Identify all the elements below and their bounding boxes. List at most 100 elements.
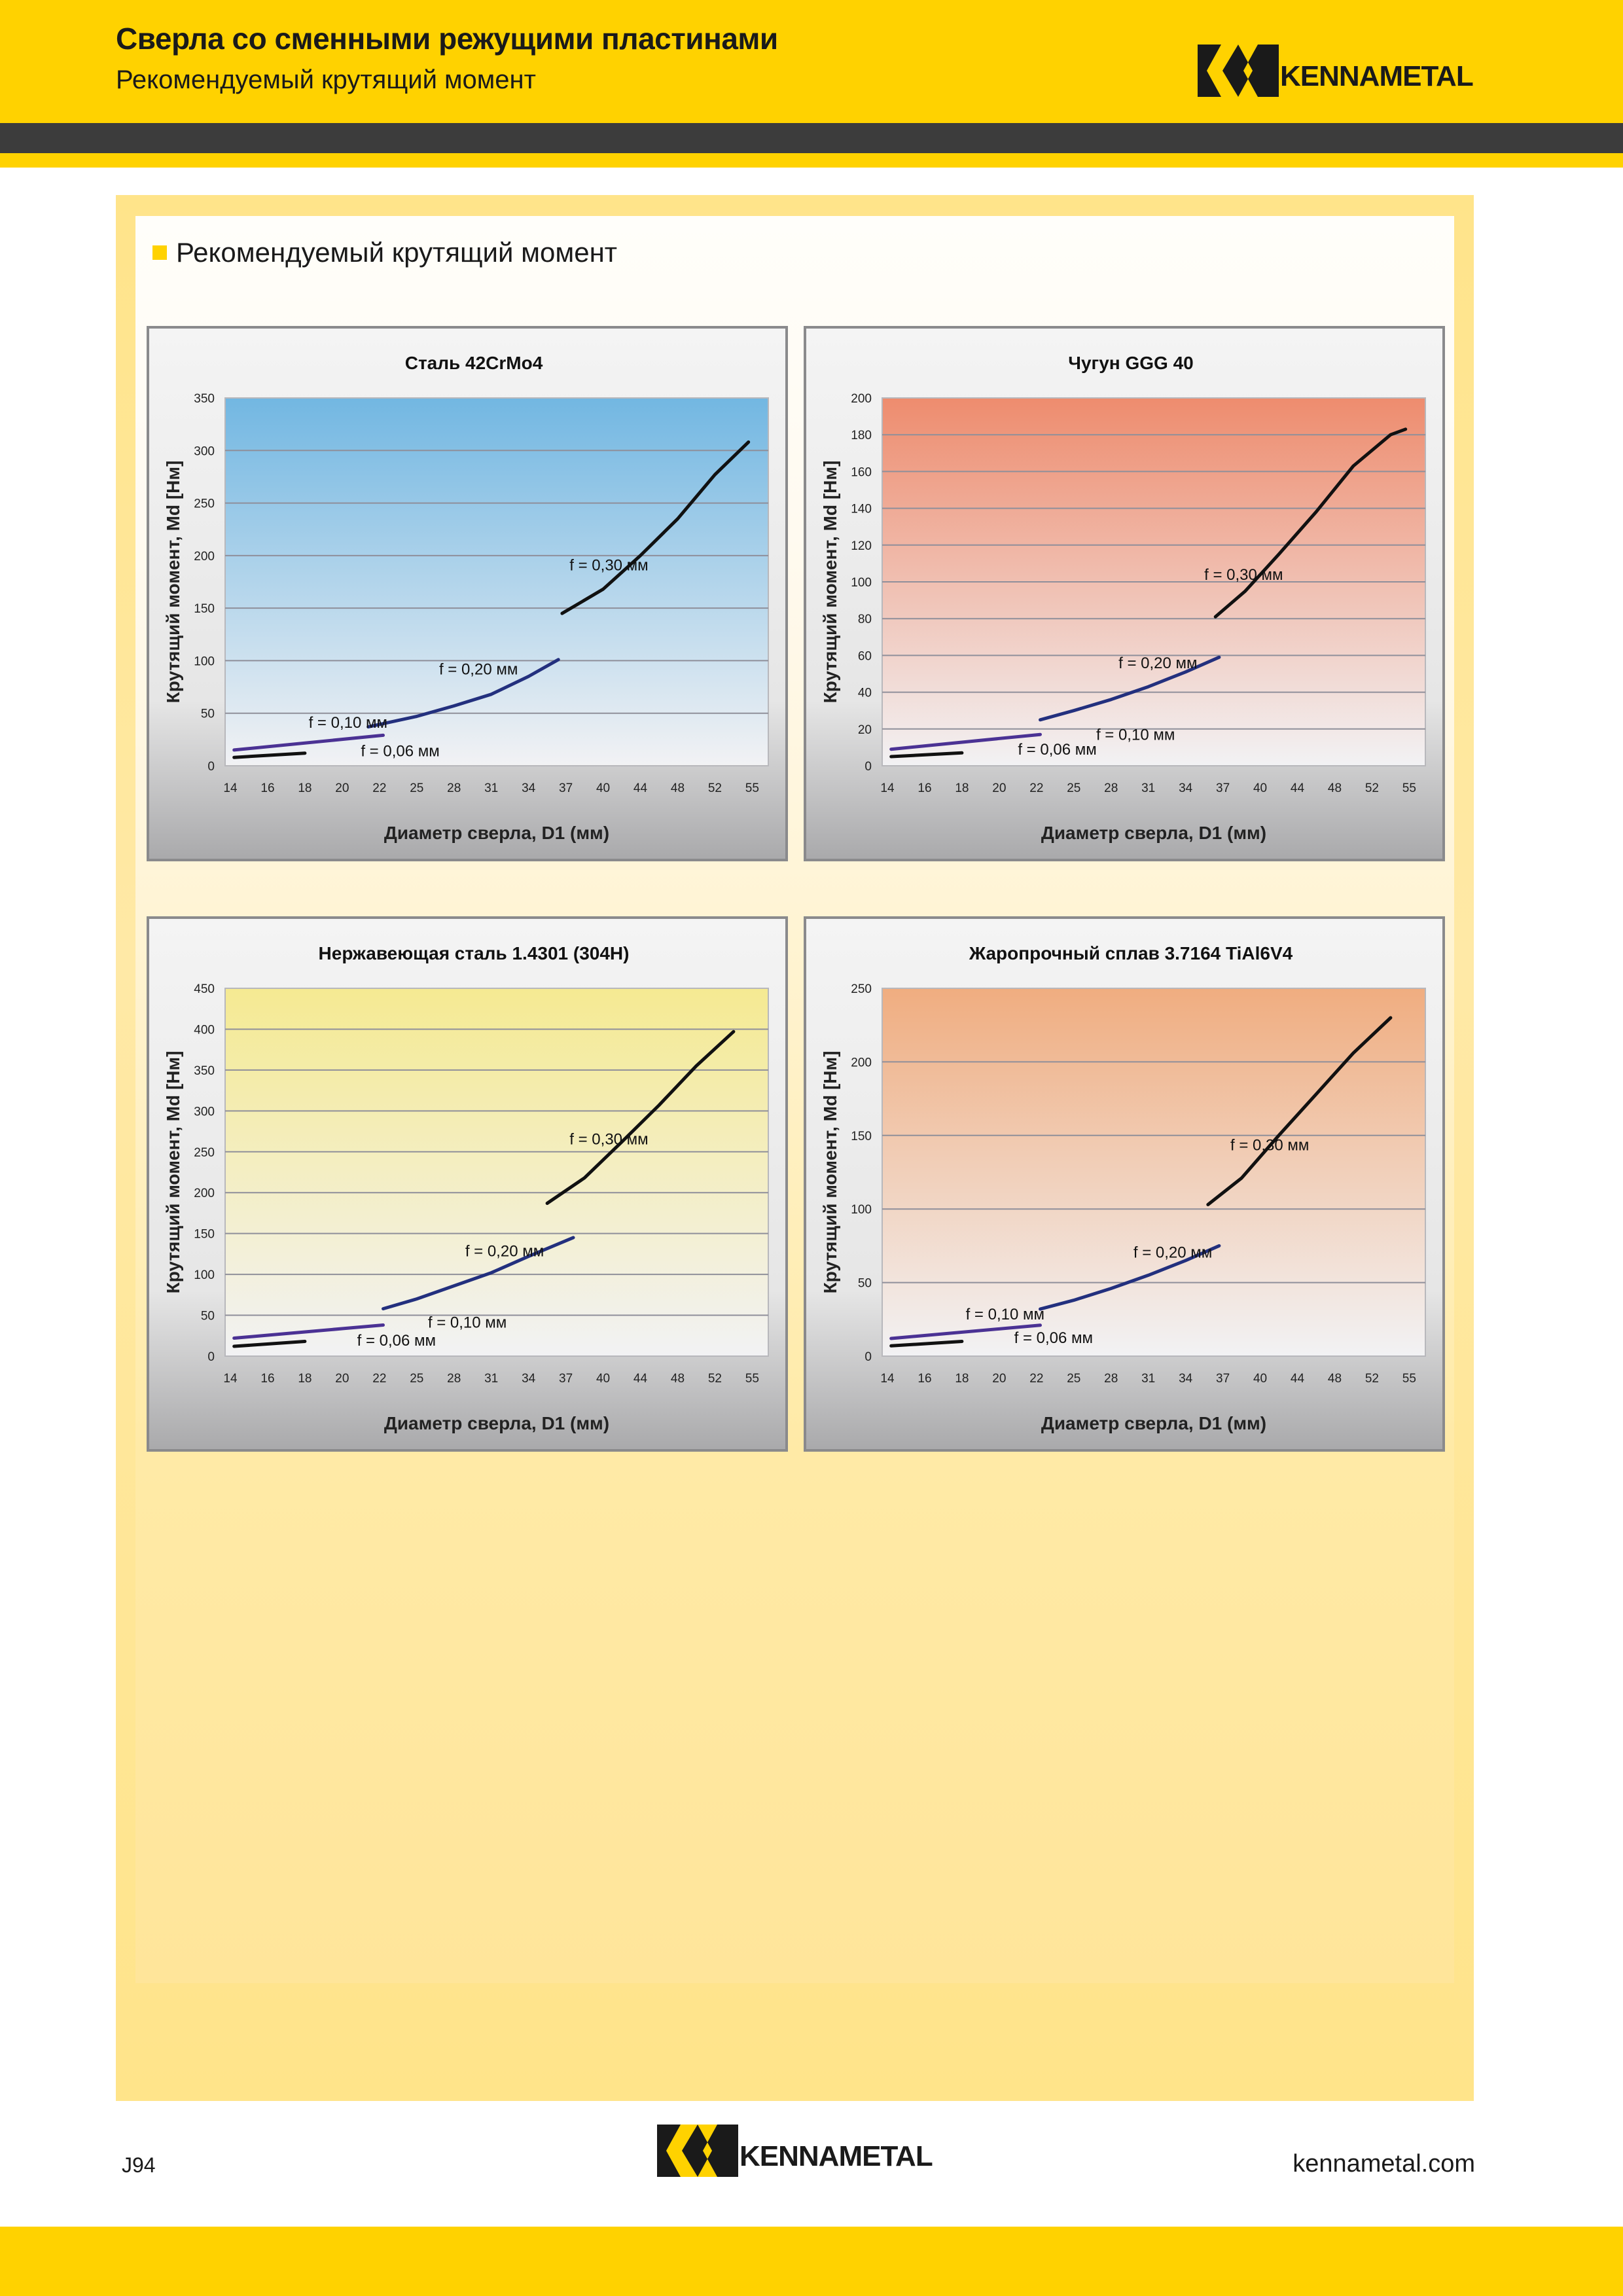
x-tick-label: 52 (1365, 781, 1379, 795)
y-tick-label: 250 (194, 1146, 215, 1160)
x-tick-label: 25 (1067, 1372, 1080, 1386)
x-tick-label: 52 (1365, 1372, 1379, 1386)
x-tick-label: 18 (298, 781, 312, 795)
x-tick-label: 48 (671, 781, 685, 795)
x-tick-label: 37 (1216, 1372, 1230, 1386)
x-tick-label: 37 (1216, 781, 1230, 795)
x-tick-label: 31 (1141, 781, 1155, 795)
y-axis-label: Крутящий момент, Md [Нм] (820, 461, 840, 704)
series-label: f = 0,30 мм (569, 556, 648, 574)
y-tick-label: 150 (851, 1130, 872, 1143)
series-line (1039, 1244, 1221, 1311)
header-yellow-stripe (0, 153, 1623, 168)
series-label: f = 0,10 мм (309, 714, 387, 732)
series-line (232, 733, 385, 752)
y-tick-label: 100 (851, 576, 872, 590)
series-label: f = 0,30 мм (569, 1131, 648, 1149)
logo-wordmark: KENNAMETAL (1280, 60, 1474, 92)
page-subtitle: Рекомендуемый крутящий момент (116, 65, 536, 94)
y-tick-label: 200 (194, 550, 215, 564)
footer-bar (0, 2227, 1623, 2296)
y-tick-label: 250 (194, 497, 215, 511)
series-label: f = 0,06 мм (361, 743, 439, 761)
x-tick-label: 14 (223, 781, 238, 795)
x-tick-label: 34 (522, 781, 536, 795)
x-tick-label: 31 (484, 1372, 498, 1386)
x-tick-label: 25 (410, 1372, 423, 1386)
y-tick-label: 50 (858, 1277, 872, 1291)
chart-stainless: 0 50 100 150 200 250 300 350 400 450 14 16 18 20 22 25 2… (147, 916, 788, 1452)
x-tick-label: 18 (298, 1372, 312, 1386)
series-line (889, 751, 964, 759)
y-tick-label: 200 (851, 392, 872, 406)
chart-steel: 0 50 100 150 200 250 300 350 14 16 18 20 22 25 28 31 34 3… (147, 326, 788, 861)
series-line (232, 751, 307, 759)
x-tick-label: 18 (955, 1372, 969, 1386)
x-axis-label: Диаметр сверла, D1 (мм) (1041, 1413, 1266, 1433)
x-axis-label: Диаметр сверла, D1 (мм) (384, 1413, 609, 1433)
chart-title: Чугун GGG 40 (1068, 353, 1193, 373)
x-tick-label: 48 (1328, 781, 1342, 795)
series-label: f = 0,20 мм (1133, 1244, 1212, 1261)
x-tick-label: 20 (335, 781, 349, 795)
x-tick-label: 40 (1253, 781, 1267, 795)
y-tick-label: 180 (851, 429, 872, 442)
y-tick-label: 80 (858, 613, 872, 626)
y-tick-label: 160 (851, 465, 872, 479)
x-tick-label: 37 (559, 1372, 573, 1386)
x-tick-label: 28 (447, 781, 461, 795)
x-tick-label: 20 (992, 1372, 1006, 1386)
series-label: f = 0,10 мм (1096, 726, 1175, 744)
kennametal-logo-header: KENNAMETAL (1198, 45, 1474, 97)
y-tick-label: 0 (207, 760, 215, 774)
series-line (560, 440, 751, 615)
x-tick-label: 52 (708, 1372, 722, 1386)
bullet-square-icon (152, 245, 167, 260)
x-axis-label: Диаметр сверла, D1 (мм) (1041, 823, 1266, 843)
header-bar: Сверла со сменными режущими пластинами Р… (0, 0, 1623, 123)
series-label: f = 0,06 мм (1014, 1329, 1093, 1347)
series-line (382, 1236, 575, 1311)
kennametal-k-icon (1198, 45, 1279, 97)
x-tick-label: 14 (223, 1372, 238, 1386)
website-link[interactable]: kennametal.com (1293, 2150, 1475, 2178)
x-tick-label: 40 (596, 1372, 610, 1386)
x-tick-label: 31 (484, 781, 498, 795)
x-tick-label: 22 (372, 1372, 386, 1386)
y-tick-label: 40 (858, 687, 872, 700)
y-tick-label: 200 (194, 1187, 215, 1200)
x-tick-label: 28 (1104, 781, 1118, 795)
x-tick-label: 25 (410, 781, 423, 795)
y-tick-label: 350 (194, 392, 215, 406)
y-tick-label: 50 (201, 708, 215, 721)
chart-cast-iron: 0 20 40 60 80 100 120 140 160 180 200 14 16 18 20 22 25 2… (804, 326, 1445, 861)
x-tick-label: 16 (918, 1372, 931, 1386)
page-title: Сверла со сменными режущими пластинами (116, 22, 778, 56)
y-axis-label: Крутящий момент, Md [Нм] (820, 1051, 840, 1294)
series-label: f = 0,06 мм (1018, 741, 1096, 759)
x-tick-label: 55 (745, 781, 759, 795)
y-tick-label: 250 (851, 982, 872, 996)
plot-area (224, 988, 769, 1357)
x-tick-label: 34 (522, 1372, 536, 1386)
series-line (1206, 1016, 1393, 1206)
x-tick-label: 20 (335, 1372, 349, 1386)
y-tick-label: 400 (194, 1023, 215, 1037)
x-tick-label: 44 (633, 1372, 648, 1386)
x-tick-label: 16 (918, 781, 931, 795)
series-label: f = 0,30 мм (1230, 1136, 1309, 1154)
x-tick-label: 25 (1067, 781, 1080, 795)
series-line (889, 1340, 964, 1348)
x-tick-label: 48 (671, 1372, 685, 1386)
y-tick-label: 120 (851, 539, 872, 553)
x-tick-label: 22 (1029, 1372, 1043, 1386)
x-axis-label: Диаметр сверла, D1 (мм) (384, 823, 609, 843)
x-tick-label: 52 (708, 781, 722, 795)
series-label: f = 0,10 мм (428, 1314, 507, 1331)
series-label: f = 0,20 мм (439, 660, 518, 678)
y-tick-label: 0 (865, 760, 872, 774)
y-tick-label: 100 (194, 1268, 215, 1282)
chart-title: Сталь 42CrMo4 (405, 353, 543, 373)
x-tick-label: 28 (447, 1372, 461, 1386)
series-line (889, 732, 1042, 751)
